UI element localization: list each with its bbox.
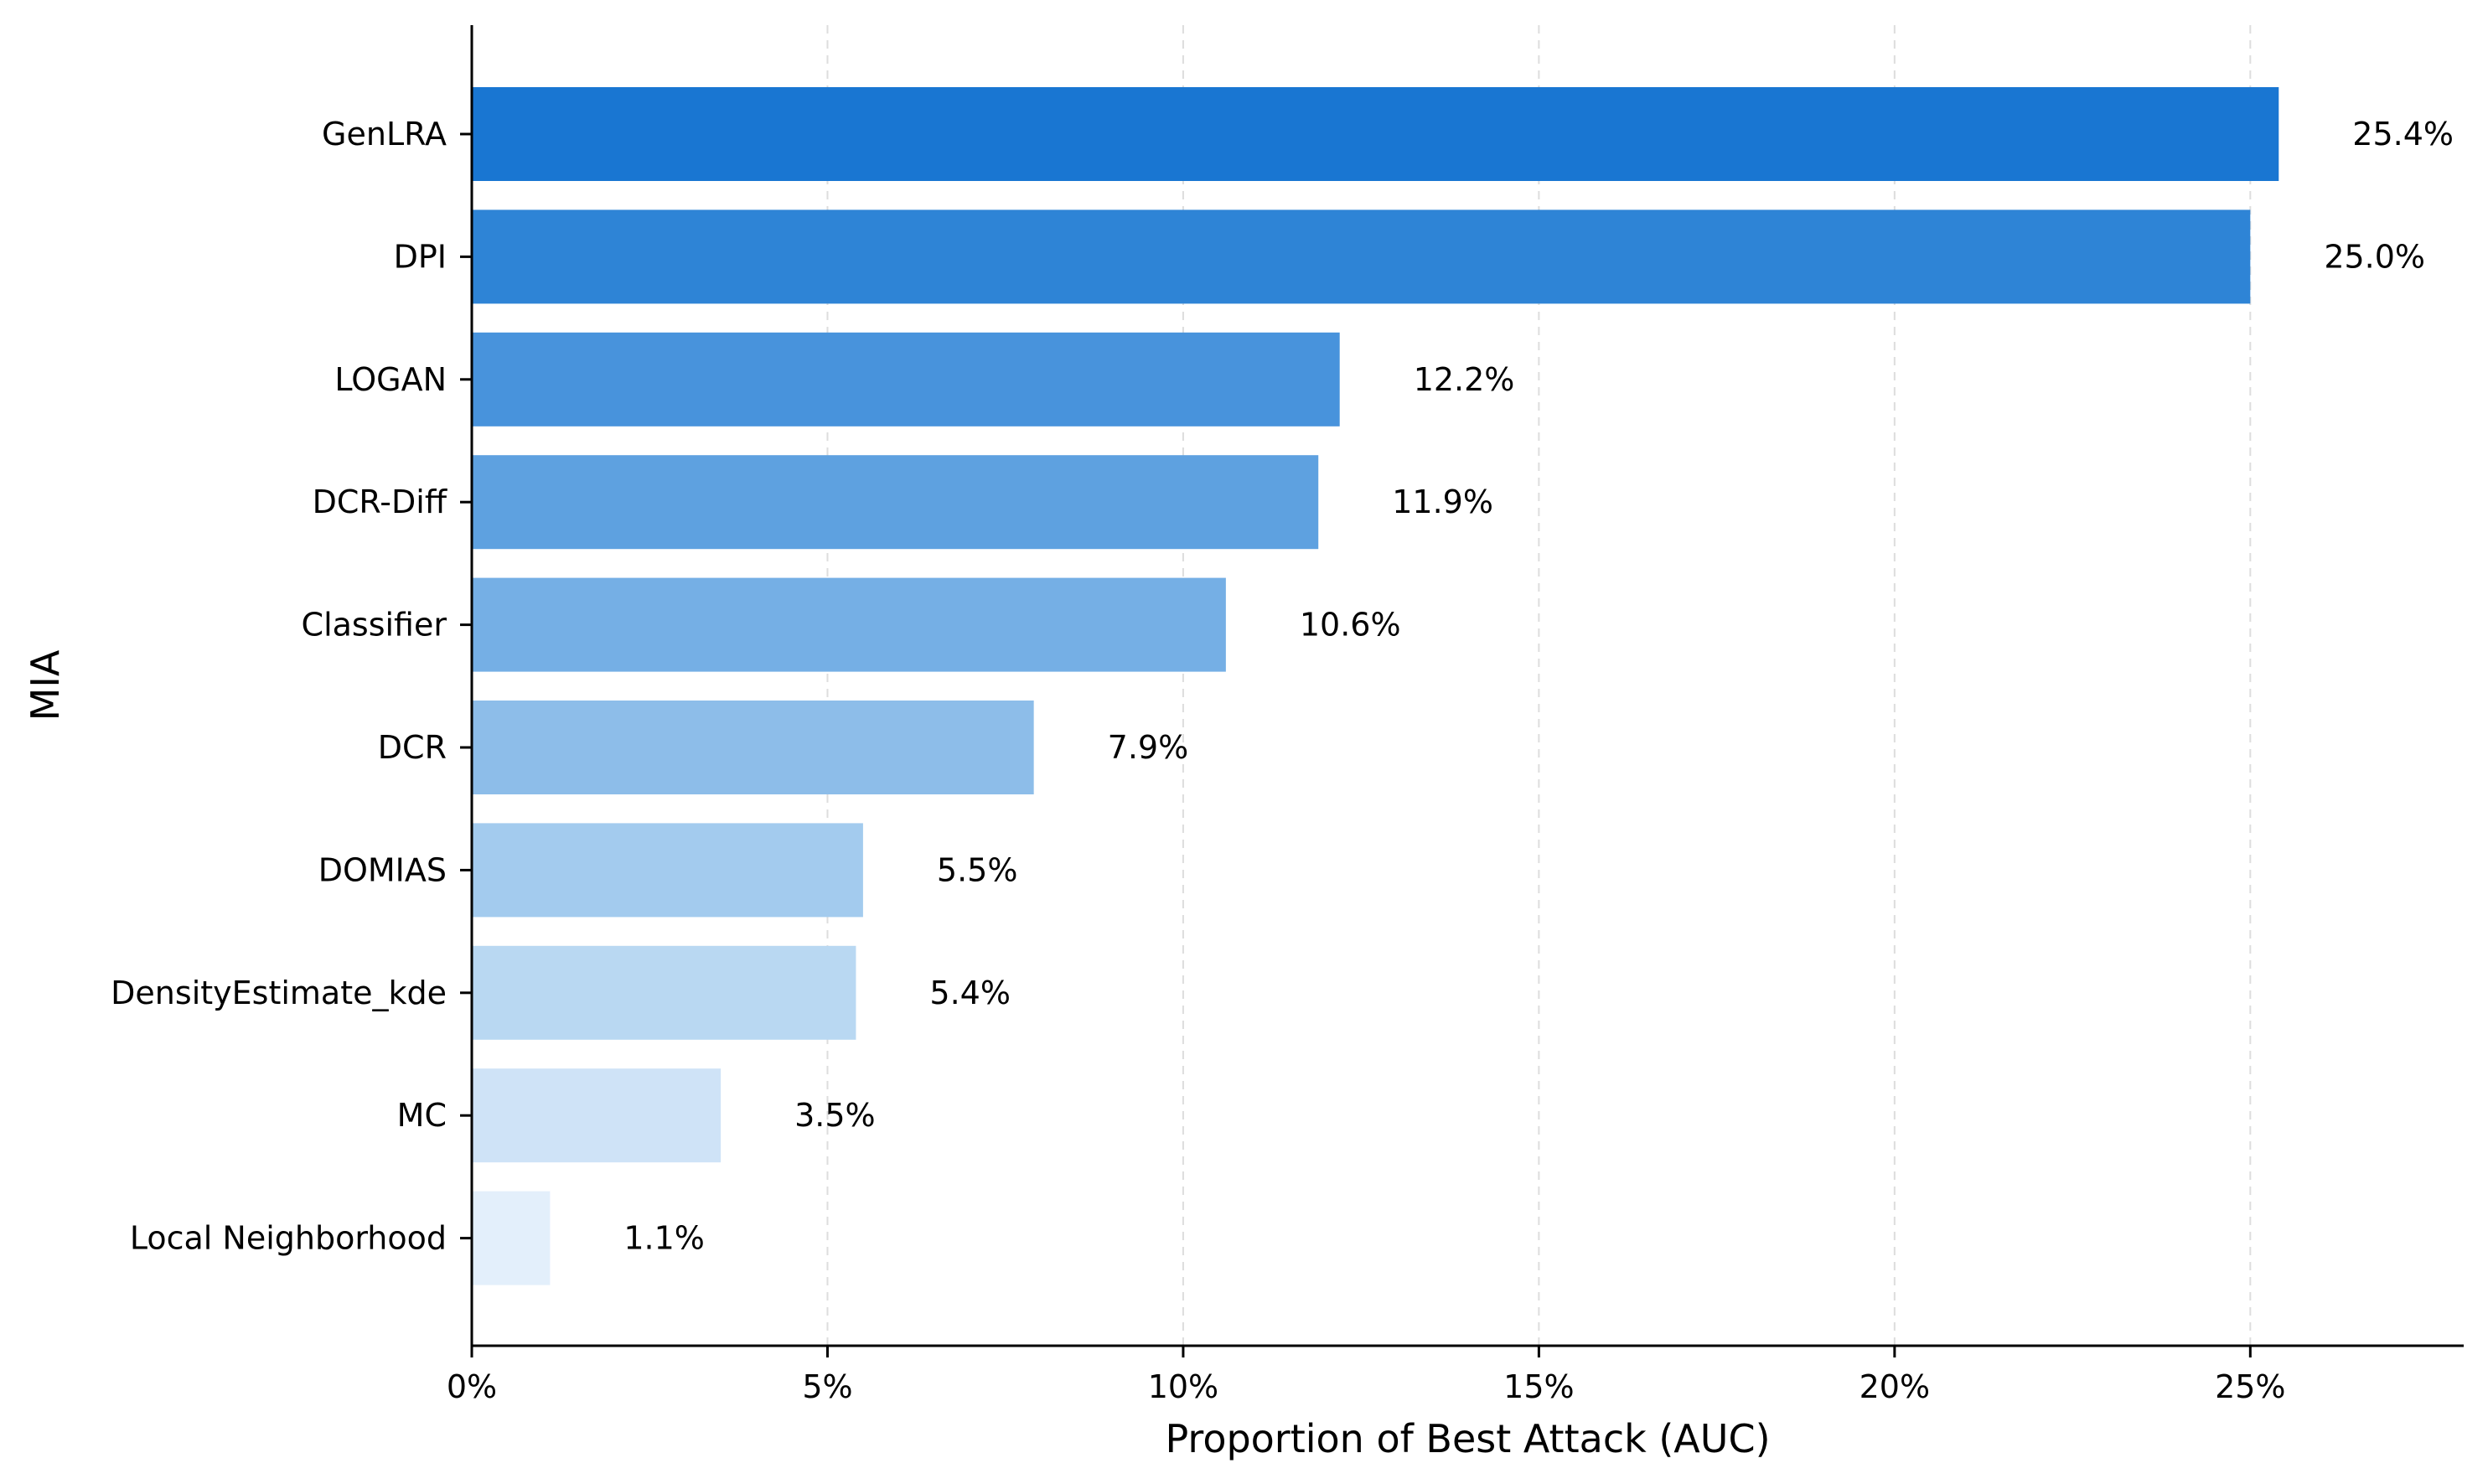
bar-value-label: 11.9% [1392,483,1493,520]
bar [472,455,1319,550]
bar [472,577,1226,672]
bar-value-label: 5.4% [929,975,1011,1011]
y-tick-label: GenLRA [322,116,447,153]
bar [472,209,2251,304]
y-tick-label: DPI [394,238,447,275]
bar-value-label: 25.0% [2324,238,2425,275]
y-tick-label: DCR-Diff [313,483,447,520]
axes [470,25,2464,1347]
bar-value-label: 3.5% [794,1097,876,1134]
bar-value-label: 12.2% [1414,361,1515,398]
bars [472,87,2279,1285]
bar-value-label: 10.6% [1300,607,1401,644]
x-tick-label: 5% [802,1368,852,1405]
bar-value-label: 5.5% [937,851,1018,888]
bar [472,823,863,918]
x-tick-label: 15% [1503,1368,1574,1405]
x-tick-label: 10% [1148,1368,1218,1405]
y-tick-label: DensityEstimate_kde [111,975,447,1011]
x-tick-label: 25% [2215,1368,2285,1405]
bar-value-label: 25.4% [2352,116,2454,153]
y-tick-label: DCR [378,729,447,766]
y-axis-title: MIA [23,649,68,721]
ticks: GenLRA DPI LOGAN DCR-Diff Classifier DCR DOMIA… [111,116,2285,1405]
y-tick-label: MC [397,1097,447,1134]
bar-value-label: 1.1% [623,1220,705,1257]
x-axis-title: Proportion of Best Attack (AUC) [1165,1416,1770,1461]
bar-value-label: 7.9% [1108,729,1189,766]
y-tick-label: Classifier [302,607,447,644]
bar [472,1191,551,1285]
bar [472,1068,722,1163]
y-tick-label: DOMIAS [318,851,447,888]
y-tick-label: Local Neighborhood [130,1220,447,1257]
x-tick-label: 0% [447,1368,497,1405]
x-tick-label: 20% [1860,1368,1930,1405]
bar [472,332,1340,427]
bar [472,87,2279,181]
bar [472,945,856,1040]
y-tick-label: LOGAN [334,361,447,398]
value-labels: 25.4% 25.0% 12.2% 11.9% 10.6% 7.9% 5.5% 5.4% 3.5… [623,116,2454,1257]
bar [472,701,1034,794]
